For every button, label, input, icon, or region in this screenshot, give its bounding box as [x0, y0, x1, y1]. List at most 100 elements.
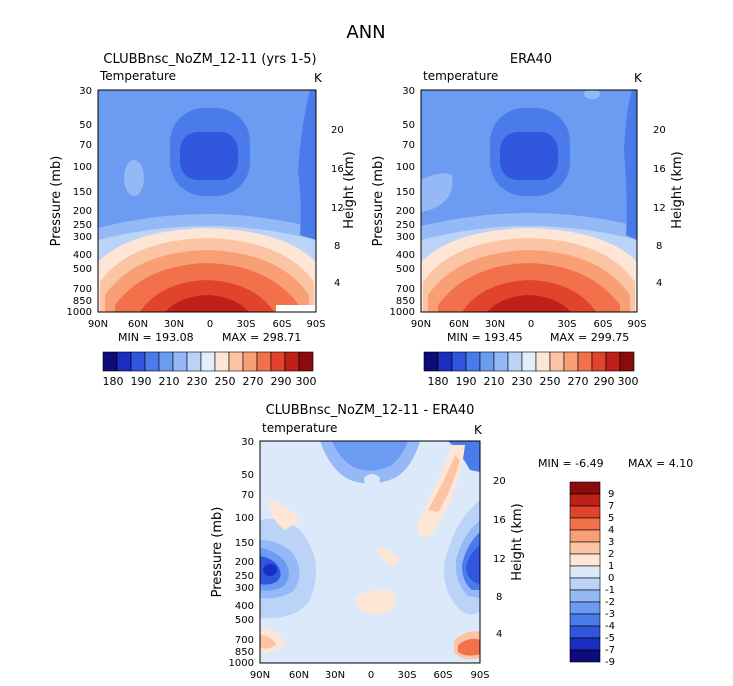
colorbar-swatch — [507, 351, 523, 372]
panel-title: ERA40 — [510, 52, 552, 67]
panel-difference: CLUBBnsc_NoZM_12-11 - ERA40 temperature … — [210, 403, 693, 681]
colorbar-swatch — [256, 351, 272, 372]
colorbar-swatch — [200, 351, 216, 372]
height-tick: 16 — [653, 164, 666, 175]
height-tick: 8 — [496, 592, 502, 603]
max-label: MAX = 299.75 — [550, 331, 629, 344]
x-tick: 90N — [411, 319, 431, 330]
x-tick: 30S — [397, 670, 416, 681]
x-tick: 0 — [528, 319, 534, 330]
y-tick: 400 — [396, 250, 415, 261]
colorbar-label: 7 — [608, 501, 614, 512]
x-tick: 30S — [557, 319, 576, 330]
plot-frame — [420, 89, 638, 313]
height-axis-label: Height (km) — [342, 151, 357, 228]
units-label: K — [314, 71, 323, 85]
max-label: MAX = 298.71 — [222, 331, 301, 344]
colorbar-swatch — [284, 351, 300, 372]
colorbar-swatch — [569, 589, 601, 603]
y-tick: 30 — [79, 86, 92, 97]
colorbar-label: 210 — [159, 375, 180, 388]
y-tick: 250 — [396, 220, 415, 231]
colorbar-swatch — [172, 351, 188, 372]
height-axis-label: Height (km) — [510, 503, 525, 580]
height-tick-labels: 20 16 12 8 4 — [653, 125, 666, 289]
colorbar-swatch — [130, 351, 146, 372]
panel-title: CLUBBnsc_NoZM_12-11 - ERA40 — [266, 403, 475, 418]
y-tick: 50 — [79, 120, 92, 131]
colorbar-label: -7 — [605, 645, 615, 656]
y-tick: 850 — [235, 647, 254, 658]
panel-subtitle: temperature — [423, 69, 498, 83]
x-tick: 30N — [164, 319, 184, 330]
height-tick: 20 — [331, 125, 344, 136]
colorbar-label: 300 — [618, 375, 639, 388]
y-tick: 100 — [235, 513, 254, 524]
colorbar-label: 270 — [243, 375, 264, 388]
colorbar-swatch — [569, 565, 601, 579]
x-tick: 30N — [325, 670, 345, 681]
colorbar-swatch — [493, 351, 509, 372]
colorbar-label: 230 — [187, 375, 208, 388]
colorbar-label: 230 — [512, 375, 533, 388]
colorbar-swatch — [214, 351, 230, 372]
height-tick: 4 — [656, 278, 662, 289]
colorbar-swatch — [569, 613, 601, 627]
height-tick: 8 — [656, 241, 662, 252]
y-tick: 1000 — [229, 658, 254, 669]
height-tick: 12 — [493, 554, 506, 565]
y-tick: 1000 — [67, 307, 92, 318]
y-axis-label: Pressure (mb) — [371, 156, 386, 247]
y-tick: 150 — [73, 187, 92, 198]
y-tick: 200 — [235, 557, 254, 568]
y-tick: 30 — [402, 86, 415, 97]
colorbar-label: 290 — [594, 375, 615, 388]
panel-title: CLUBBnsc_NoZM_12-11 (yrs 1-5) — [103, 52, 316, 67]
x-tick-labels: 90N 60N 30N 0 30S 60S 90S — [250, 670, 490, 681]
x-tick: 0 — [368, 670, 374, 681]
colorbar-swatch — [569, 481, 601, 495]
y-tick: 200 — [396, 206, 415, 217]
y-tick: 300 — [235, 583, 254, 594]
y-tick: 400 — [73, 250, 92, 261]
y-tick: 100 — [73, 162, 92, 173]
x-tick: 90N — [250, 670, 270, 681]
colorbar-swatch — [242, 351, 258, 372]
y-tick: 50 — [402, 120, 415, 131]
y-tick: 700 — [235, 635, 254, 646]
panel-model: CLUBBnsc_NoZM_12-11 (yrs 1-5) Temperatur… — [49, 52, 357, 388]
y-tick-labels: 30 50 70 100 150 200 250 300 400 500 700… — [229, 437, 254, 669]
y-tick: 50 — [241, 470, 254, 481]
colorbar-swatch — [144, 351, 160, 372]
y-tick: 70 — [402, 140, 415, 151]
y-tick: 700 — [73, 284, 92, 295]
colorbar-label: 300 — [296, 375, 317, 388]
colorbar-swatch — [158, 351, 174, 372]
colorbar-swatch — [298, 351, 314, 372]
colorbar-label: 3 — [608, 537, 614, 548]
y-tick: 850 — [396, 296, 415, 307]
y-tick: 300 — [396, 232, 415, 243]
contour-field — [421, 90, 637, 312]
colorbar — [102, 351, 314, 372]
x-tick-labels: 90N 60N 30N 0 30S 60S 90S — [88, 319, 326, 330]
colorbar-label: 2 — [608, 549, 614, 560]
colorbar-label: 250 — [215, 375, 236, 388]
x-tick: 0 — [207, 319, 213, 330]
colorbar-swatch — [465, 351, 481, 372]
height-tick-labels: 20 16 12 8 4 — [331, 125, 344, 289]
colorbar-swatch — [577, 351, 593, 372]
colorbar-label: 190 — [456, 375, 477, 388]
colorbar-swatch — [479, 351, 495, 372]
x-tick: 60S — [593, 319, 612, 330]
page-title: ANN — [346, 22, 385, 43]
colorbar-swatch — [569, 625, 601, 639]
height-tick: 12 — [331, 203, 344, 214]
colorbar-swatch — [569, 649, 601, 663]
colorbar-swatch — [569, 601, 601, 615]
height-tick: 8 — [334, 241, 340, 252]
height-tick: 4 — [334, 278, 340, 289]
height-tick: 20 — [493, 476, 506, 487]
colorbar-swatch — [569, 493, 601, 507]
